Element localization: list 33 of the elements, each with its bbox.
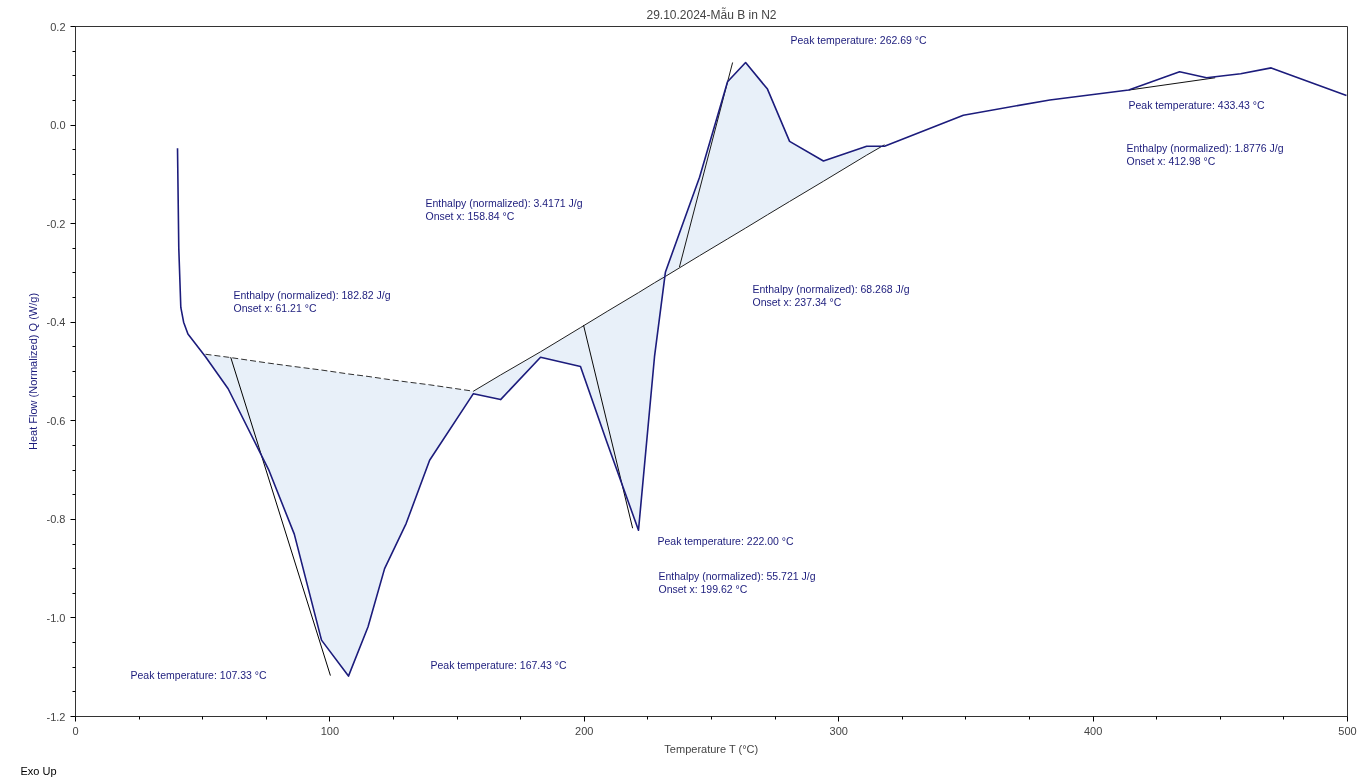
x-tick-label: 300 xyxy=(829,724,848,737)
annotation: Peak temperature: 433.43 °C xyxy=(1128,98,1266,111)
y-axis-title: Heat Flow (Normalized) Q (W/g) xyxy=(26,292,39,451)
x-axis-title: Temperature T (°C) xyxy=(664,742,759,755)
y-tick-label: -0.2 xyxy=(46,217,66,230)
annotation: Enthalpy (normalized): 68.268 J/g xyxy=(752,282,910,295)
x-tick-label: 0 xyxy=(72,724,79,737)
annotation: Enthalpy (normalized): 1.8776 J/g xyxy=(1126,141,1284,154)
annotation: Peak temperature: 107.33 °C xyxy=(130,668,268,681)
annotation: Peak temperature: 222.00 °C xyxy=(657,534,795,547)
annotation: Onset x: 237.34 °C xyxy=(752,295,842,308)
y-tick-label: 0.0 xyxy=(50,119,66,132)
x-tick-label: 400 xyxy=(1083,724,1103,737)
annotation: Enthalpy (normalized): 182.82 J/g xyxy=(233,288,391,301)
annotation: Onset x: 199.62 °C xyxy=(658,582,748,595)
y-tick-label: -1.0 xyxy=(46,611,66,624)
y-tick-label: -0.4 xyxy=(46,316,66,329)
chart-title: 29.10.2024-Mẫu B in N2 xyxy=(646,6,777,22)
y-tick-label: -1.2 xyxy=(46,710,66,723)
x-tick-label: 200 xyxy=(575,724,594,737)
x-tick-label: 500 xyxy=(1338,724,1357,737)
text: Exo Up xyxy=(20,764,57,777)
annotation: Peak temperature: 262.69 °C xyxy=(790,33,928,46)
annotation: Peak temperature: 167.43 °C xyxy=(430,658,568,671)
annotation: Enthalpy (normalized): 55.721 J/g xyxy=(658,569,816,582)
y-tick-label: -0.8 xyxy=(46,513,66,526)
y-tick-label: 0.2 xyxy=(50,20,66,33)
annotation: Onset x: 61.21 °C xyxy=(233,301,317,314)
annotation: Enthalpy (normalized): 3.4171 J/g xyxy=(425,196,583,209)
annotation: Onset x: 158.84 °C xyxy=(425,209,515,222)
y-tick-label: -0.6 xyxy=(46,414,66,427)
annotation: Onset x: 412.98 °C xyxy=(1126,154,1216,167)
x-tick-label: 100 xyxy=(320,724,340,737)
